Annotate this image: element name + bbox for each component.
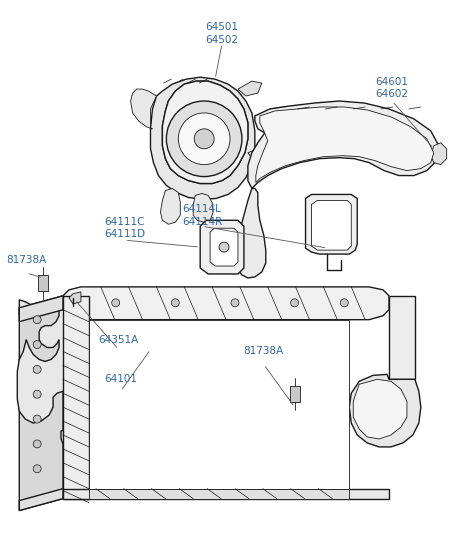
Polygon shape [430, 143, 446, 165]
Polygon shape [63, 287, 388, 319]
Polygon shape [89, 489, 348, 498]
Polygon shape [348, 374, 420, 447]
Circle shape [171, 299, 179, 307]
Bar [289, 386, 299, 402]
Text: 81738A: 81738A [6, 255, 46, 265]
Text: 64351A: 64351A [98, 334, 139, 345]
Polygon shape [210, 228, 237, 266]
Polygon shape [130, 89, 156, 129]
Polygon shape [237, 81, 261, 96]
Circle shape [290, 299, 298, 307]
Circle shape [178, 113, 230, 165]
Polygon shape [17, 296, 89, 447]
Polygon shape [89, 319, 348, 489]
Circle shape [166, 101, 241, 176]
Polygon shape [247, 101, 438, 189]
Polygon shape [160, 189, 180, 224]
Polygon shape [19, 489, 63, 510]
Circle shape [33, 340, 41, 348]
Circle shape [33, 366, 41, 374]
Text: 64111C
64111D: 64111C 64111D [104, 217, 145, 240]
Circle shape [230, 299, 238, 307]
Polygon shape [63, 296, 89, 498]
Circle shape [218, 242, 229, 252]
Polygon shape [63, 489, 388, 498]
Circle shape [340, 299, 347, 307]
Polygon shape [150, 77, 254, 199]
Text: 64101: 64101 [104, 374, 137, 384]
Text: 81738A: 81738A [243, 346, 283, 356]
Text: 64114L
64114R: 64114L 64114R [182, 204, 222, 227]
Polygon shape [19, 296, 63, 322]
Text: 64501
64502: 64501 64502 [205, 22, 238, 44]
Polygon shape [200, 220, 243, 274]
Circle shape [33, 316, 41, 324]
Circle shape [33, 440, 41, 448]
Polygon shape [236, 189, 265, 278]
Circle shape [33, 415, 41, 423]
Polygon shape [69, 292, 81, 304]
Circle shape [33, 390, 41, 398]
Polygon shape [305, 195, 357, 254]
Circle shape [194, 129, 213, 148]
Bar [38, 275, 48, 291]
Polygon shape [247, 146, 273, 162]
Circle shape [33, 465, 41, 473]
Polygon shape [255, 107, 433, 183]
Polygon shape [162, 81, 247, 183]
Polygon shape [311, 200, 351, 250]
Circle shape [112, 299, 119, 307]
Polygon shape [353, 379, 406, 439]
Polygon shape [19, 296, 63, 510]
Polygon shape [193, 193, 213, 222]
Polygon shape [388, 296, 414, 379]
Text: 64601
64602: 64601 64602 [375, 77, 408, 99]
Polygon shape [162, 81, 247, 183]
